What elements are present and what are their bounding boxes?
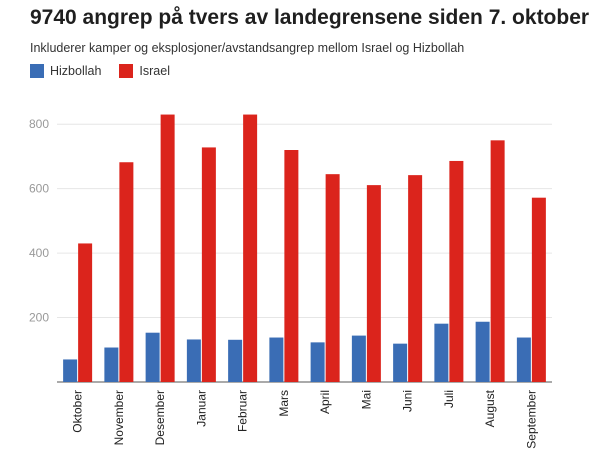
chart-legend: Hizbollah Israel [30, 64, 188, 78]
bar-israel-november [119, 162, 134, 382]
bar-israel-mars [284, 150, 299, 382]
x-tick-label-oktober: Oktober [71, 390, 85, 433]
x-tick-label-januar: Januar [194, 390, 208, 427]
bar-hizbollah-desember [145, 332, 160, 382]
bar-hizbollah-februar [228, 339, 243, 382]
bar-hizbollah-oktober [63, 359, 78, 382]
bar-hizbollah-mars [269, 337, 284, 382]
x-tick-label-november: November [112, 390, 126, 445]
chart-title: 9740 angrep på tvers av landegrensene si… [30, 6, 590, 29]
y-tick-label-400: 400 [29, 246, 49, 260]
y-tick-label-800: 800 [29, 117, 49, 131]
chart-subtitle: Inkluderer kamper og eksplosjoner/avstan… [30, 41, 465, 55]
bar-hizbollah-november [104, 347, 119, 382]
legend-label-israel: Israel [139, 64, 170, 78]
x-tick-label-juli: Juli [442, 390, 456, 408]
bar-israel-februar [243, 114, 258, 383]
bar-israel-januar [201, 147, 216, 382]
legend-swatch-israel [119, 64, 134, 78]
bar-israel-april [325, 174, 340, 382]
x-tick-label-mai: Mai [359, 390, 373, 409]
legend-label-hizbollah: Hizbollah [50, 64, 102, 78]
legend-item-hizbollah: Hizbollah [30, 64, 101, 78]
bar-hizbollah-august [475, 321, 490, 382]
bar-hizbollah-juli [434, 323, 449, 382]
legend-item-israel: Israel [119, 64, 170, 78]
bar-israel-desember [160, 114, 175, 383]
bar-israel-mai [366, 185, 381, 382]
legend-swatch-hizbollah [30, 64, 44, 78]
bar-israel-oktober [78, 243, 93, 382]
x-tick-label-mars: Mars [277, 390, 291, 417]
x-tick-label-juni: Juni [401, 390, 415, 412]
bar-israel-september [531, 197, 546, 382]
x-tick-label-desember: Desember [153, 390, 167, 445]
x-tick-label-april: April [318, 390, 332, 414]
y-tick-label-600: 600 [29, 182, 49, 196]
y-tick-label-200: 200 [29, 311, 49, 325]
x-tick-label-august: August [483, 389, 497, 427]
bar-israel-august [490, 140, 505, 382]
bar-israel-juli [449, 160, 464, 382]
bar-hizbollah-juni [393, 343, 408, 382]
x-tick-label-september: September [524, 390, 538, 449]
x-tick-label-februar: Februar [236, 390, 250, 432]
bar-hizbollah-januar [186, 339, 201, 382]
bar-israel-juni [408, 175, 423, 382]
bar-hizbollah-mai [351, 335, 366, 382]
bar-hizbollah-september [516, 337, 531, 382]
bar-hizbollah-april [310, 342, 325, 382]
